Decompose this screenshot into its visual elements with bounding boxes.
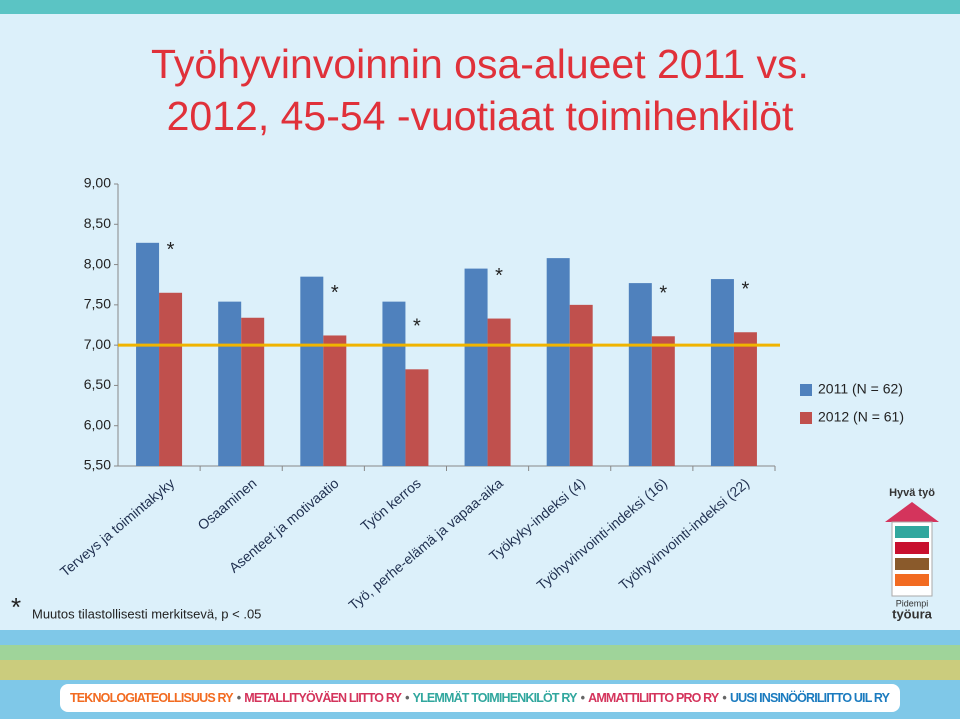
bar bbox=[382, 301, 406, 466]
y-tick-label: 5,50 bbox=[84, 457, 111, 473]
footer-text: TEKNOLOGIATEOLLISUUS RY • METALLITYÖVÄEN L… bbox=[70, 690, 891, 705]
bar bbox=[733, 332, 757, 466]
bar bbox=[651, 336, 675, 466]
legend-label: 2012 (N = 61) bbox=[818, 409, 904, 425]
footer-item: METALLITYÖVÄEN LIITTO RY bbox=[244, 690, 402, 705]
x-tick-label: Työhyvinvointi-indeksi (22) bbox=[616, 475, 753, 593]
bar bbox=[464, 268, 488, 466]
logo-text: Hyvä työ bbox=[889, 487, 935, 499]
footer-banner bbox=[60, 684, 900, 712]
bar bbox=[405, 369, 429, 466]
legend-label: 2011 (N = 62) bbox=[818, 381, 903, 397]
top-strip bbox=[0, 0, 960, 14]
bar bbox=[323, 335, 347, 466]
logo-text: Pidempi bbox=[896, 598, 929, 608]
significance-marker: * bbox=[742, 279, 750, 301]
bar bbox=[710, 279, 734, 466]
significance-marker: * bbox=[495, 265, 503, 287]
x-tick-label: Työhyvinvointi-indeksi (16) bbox=[533, 475, 670, 593]
bar bbox=[218, 301, 242, 466]
bar bbox=[569, 304, 593, 466]
y-tick-label: 8,50 bbox=[84, 215, 111, 231]
footer-separator: • bbox=[722, 691, 726, 705]
bar bbox=[628, 283, 652, 466]
x-tick-label: Osaaminen bbox=[194, 475, 259, 533]
x-tick-label: Työn kerros bbox=[357, 475, 423, 534]
y-tick-label: 8,00 bbox=[84, 255, 111, 271]
footer-item: YLEMMÄT TOIMIHENKILÖT RY bbox=[413, 690, 578, 705]
y-tick-label: 6,00 bbox=[84, 416, 111, 432]
bar bbox=[546, 258, 570, 466]
bar bbox=[136, 242, 160, 466]
legend-swatch bbox=[800, 412, 812, 424]
x-tick-label: Terveys ja toimintakyky bbox=[57, 475, 178, 580]
bar bbox=[487, 318, 511, 466]
logo-house bbox=[885, 502, 939, 597]
chart-title: Työhyvinvoinnin osa-alueet 2011 vs. 2012… bbox=[151, 41, 809, 139]
footer-separator: • bbox=[581, 691, 585, 705]
bar bbox=[159, 292, 183, 466]
x-tick-label: Työ, perhe-elämä ja vapaa-aika bbox=[345, 475, 506, 613]
footnote: Muutos tilastollisesti merkitsevä, p < .… bbox=[32, 606, 261, 621]
significance-marker: * bbox=[413, 316, 421, 338]
city-silhouette bbox=[0, 645, 960, 680]
significance-marker: * bbox=[167, 239, 175, 261]
footer-item: AMMATTILIITTO PRO RY bbox=[588, 691, 720, 705]
y-tick-label: 7,50 bbox=[84, 296, 111, 312]
legend-swatch bbox=[800, 384, 812, 396]
footer-item: TEKNOLOGIATEOLLISUUS RY bbox=[70, 691, 234, 705]
significance-marker: * bbox=[331, 282, 339, 304]
y-tick-label: 9,00 bbox=[84, 175, 111, 191]
bar bbox=[300, 276, 324, 466]
bar bbox=[241, 317, 265, 466]
footnote-marker: * bbox=[11, 592, 21, 622]
footer-separator: • bbox=[237, 691, 241, 705]
y-tick-label: 7,00 bbox=[84, 336, 111, 352]
y-tick-label: 6,50 bbox=[84, 376, 111, 392]
logo-text: työura bbox=[892, 606, 933, 621]
footer-separator: • bbox=[405, 691, 409, 705]
footer-item: UUSI INSINÖÖRILIITTO UIL RY bbox=[730, 690, 891, 705]
significance-marker: * bbox=[659, 283, 667, 305]
